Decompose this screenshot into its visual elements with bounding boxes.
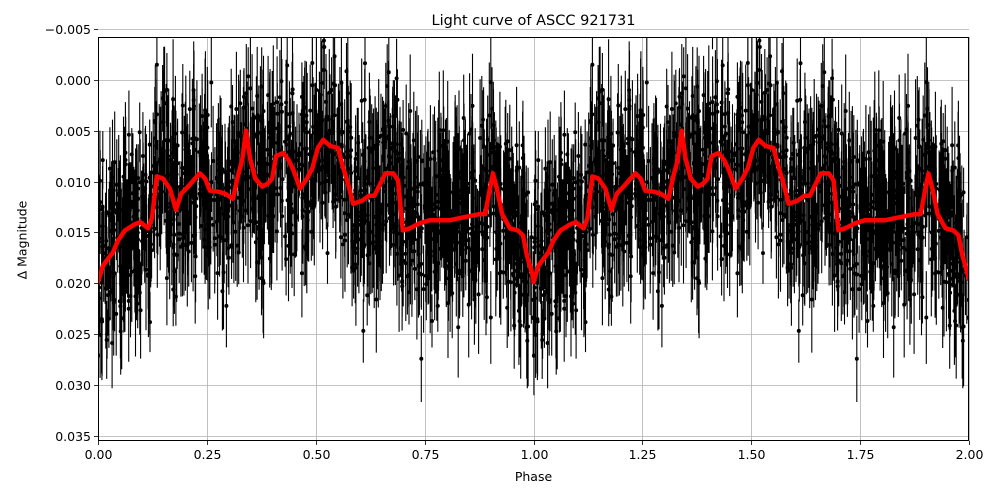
- y-tick-label: 0.000: [55, 73, 91, 88]
- y-axis-ticks: −0.005 0.000 0.005 0.010 0.015 0.020 0.025 0.03…: [45, 22, 98, 444]
- chart-title: Light curve of ASCC 921731: [431, 13, 636, 29]
- y-axis-label: Δ Magnitude: [14, 200, 30, 280]
- y-tick-label: 0.005: [55, 124, 91, 139]
- x-tick-label: 0.50: [303, 447, 331, 462]
- y-tick-label: 0.030: [55, 378, 91, 393]
- y-tick-label: 0.015: [55, 225, 91, 240]
- data-points: [98, 38, 969, 361]
- y-tick-label: 0.025: [55, 327, 91, 342]
- x-tick-label: 1.75: [847, 447, 875, 462]
- y-tick-label: 0.035: [55, 429, 91, 444]
- x-tick-label: 0.75: [412, 447, 440, 462]
- x-tick-label: 0.25: [194, 447, 222, 462]
- x-axis-label: Phase: [514, 469, 553, 484]
- observation-errorbars: [98, 37, 969, 402]
- y-tick-label: −0.005: [45, 22, 91, 37]
- x-axis-ticks: 0.00 0.25 0.50 0.75 1.00 1.25 1.50 1.75 2.00: [85, 441, 984, 462]
- x-tick-label: 1.25: [629, 447, 657, 462]
- model-curve: [98, 128, 969, 285]
- y-tick-label: 0.010: [55, 175, 91, 190]
- x-tick-label: 2.00: [956, 447, 984, 462]
- x-tick-label: 0.00: [85, 447, 113, 462]
- y-tick-label: 0.020: [55, 276, 91, 291]
- model-line: [98, 128, 969, 285]
- x-tick-label: 1.50: [738, 447, 766, 462]
- x-tick-label: 1.00: [521, 447, 549, 462]
- axes-frame: [98, 37, 969, 441]
- errorbar-lines: [98, 37, 969, 402]
